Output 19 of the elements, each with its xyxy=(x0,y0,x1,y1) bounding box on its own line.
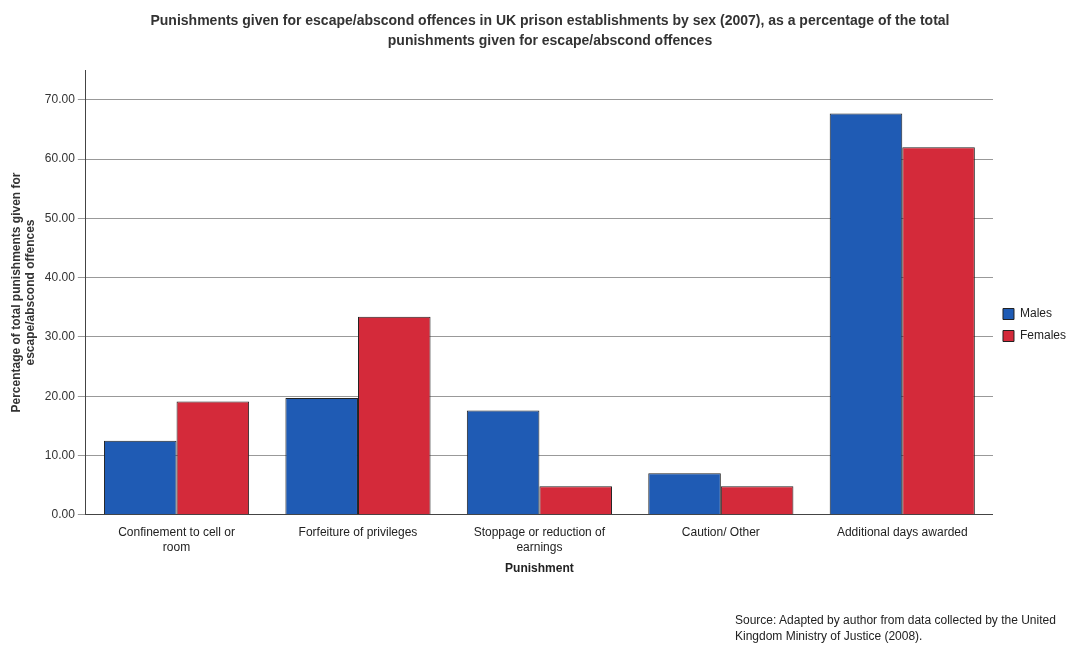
x-tick-label: Confinement to cell or room xyxy=(118,525,235,554)
source-note: Source: Adapted by author from data collected by the United Kingdom Ministry of Justice (2008). xyxy=(735,612,1057,644)
y-tick-label: 30.00 xyxy=(44,329,76,344)
chart-title: Punishments given for escape/abscond offences in UK prison establishments by sex (2007), as a percentage of the total punishments given for escape/abscond offences xyxy=(150,11,950,50)
y-tick-label: 70.00 xyxy=(44,92,76,107)
x-tick-label: Additional days awarded xyxy=(836,525,968,540)
y-tick-label: 50.00 xyxy=(44,210,76,225)
x-tick-label: Stoppage or reduction of earnings xyxy=(473,525,606,554)
x-axis-title: Punishment xyxy=(505,561,574,576)
y-tick-label: 20.00 xyxy=(44,388,76,403)
legend-label: Females xyxy=(1019,328,1066,343)
y-tick-label: 10.00 xyxy=(44,447,76,462)
y-tick-label: 0.00 xyxy=(51,507,76,522)
y-tick-label: 40.00 xyxy=(44,269,76,284)
legend-label: Males xyxy=(1019,306,1052,321)
y-axis-title: Percentage of total punishments given for escape/abscond offences xyxy=(8,172,37,413)
x-tick-label: Caution/ Other xyxy=(681,525,760,540)
x-tick-label: Forfeiture of privileges xyxy=(298,525,418,540)
y-tick-label: 60.00 xyxy=(44,151,76,166)
